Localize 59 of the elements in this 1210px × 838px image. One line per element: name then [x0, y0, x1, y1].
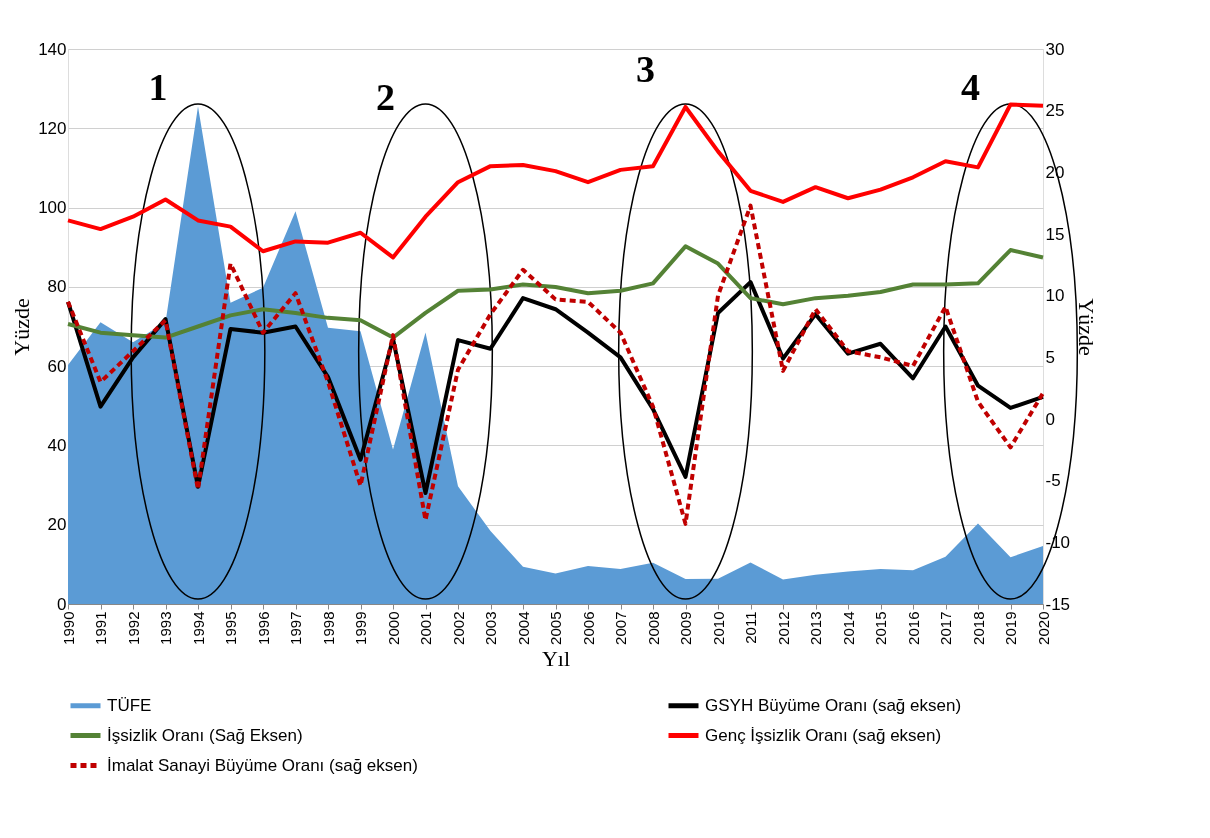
x-tick-label: 1997 [287, 611, 304, 645]
y-axis-title: Yüzde [9, 298, 35, 356]
x-tick-label: 2005 [547, 611, 564, 645]
annotation: 3 [636, 48, 655, 90]
x-tick-label: 2011 [742, 611, 759, 644]
legend-label: TÜFE [107, 695, 152, 715]
y2-tick-label: 30 [1045, 39, 1065, 59]
x-tick-label: 1992 [124, 611, 142, 645]
y-tick-label: 120 [38, 118, 67, 138]
annotation: 1 [148, 66, 168, 108]
x-tick-label: 1994 [189, 611, 207, 645]
x-tick-label: 2020 [1034, 611, 1052, 645]
y-tick-label: 100 [38, 198, 67, 218]
x-tick-label: 2016 [904, 611, 922, 645]
y-tick-label: 60 [47, 356, 67, 376]
x-tick-label: 2006 [579, 611, 597, 645]
x-tick-label: 1993 [157, 611, 174, 645]
x-tick-label: 2001 [417, 611, 434, 645]
y2-tick-label: 25 [1045, 101, 1065, 121]
x-tick-label: 1999 [352, 611, 369, 645]
y2-tick-label: 10 [1045, 286, 1065, 306]
x-tick-label: 1996 [254, 611, 272, 645]
x-tick-label: 2009 [677, 611, 694, 645]
x-tick-label: 2004 [514, 611, 532, 645]
line-series [66, 203, 1045, 526]
annotation: 2 [376, 76, 395, 118]
y2-tick-label: 15 [1045, 224, 1065, 244]
y2-tick-label: 5 [1045, 347, 1055, 367]
y2-axis-title: Yüzde [1074, 298, 1100, 356]
annotation: 4 [961, 66, 980, 108]
x-tick-label: 1998 [319, 611, 337, 645]
x-tick-label: 2008 [644, 611, 662, 645]
legend-label: Genç İşsizlik Oranı (sağ eksen) [705, 725, 942, 745]
y2-tick-label: 0 [1045, 409, 1055, 429]
x-tick-label: 2018 [969, 611, 987, 645]
x-axis-title: Yıl [541, 645, 571, 671]
x-tick-label: 2019 [1002, 611, 1019, 645]
x-tick-label: 1990 [59, 611, 77, 645]
x-tick-label: 2015 [872, 611, 889, 645]
legend-label: İmalat Sanayi Büyüme Oranı (sağ eksen) [107, 755, 418, 775]
x-tick-label: 1991 [92, 611, 109, 645]
legend-label: İşsizlik Oranı (Sağ Eksen) [107, 725, 303, 745]
x-tick-label: 2002 [449, 611, 467, 645]
x-tick-label: 2013 [807, 611, 824, 645]
y-tick-label: 40 [47, 435, 67, 455]
x-tick-label: 2007 [612, 611, 629, 645]
x-tick-label: 2003 [482, 611, 499, 645]
y-tick-label: 80 [47, 277, 67, 297]
x-tick-label: 2000 [384, 611, 402, 645]
line-series [66, 244, 1045, 340]
x-tick-label: 2012 [774, 611, 792, 645]
x-tick-label: 1995 [222, 611, 239, 645]
y-tick-label: 20 [47, 515, 67, 535]
x-tick-label: 2017 [937, 611, 954, 645]
y2-tick-label: -5 [1045, 471, 1061, 491]
y-tick-label: 140 [38, 39, 67, 59]
legend-label: GSYH Büyüme Oranı (sağ eksen) [705, 695, 962, 715]
x-tick-label: 2014 [839, 611, 857, 645]
x-tick-label: 2010 [709, 611, 727, 645]
